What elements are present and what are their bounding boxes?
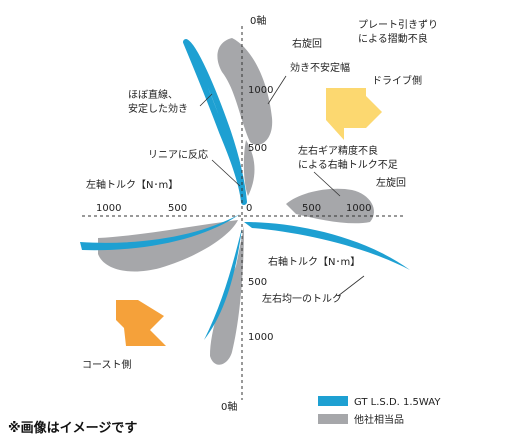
linear-response-label: リニアに反応	[148, 148, 208, 161]
legend-label-gt: GT L.S.D. 1.5WAY	[354, 397, 441, 408]
other-left-lobe	[98, 220, 238, 272]
tick-500-down: 500	[248, 277, 267, 288]
equal-torque-label: 左右均一のトルク	[262, 292, 342, 305]
tick-0: 0	[246, 203, 252, 214]
tick-1000-left: 1000	[96, 203, 121, 214]
straight-line1: ほぼ直線、	[128, 88, 178, 101]
gear-line2: による右軸トルク不足	[298, 158, 398, 171]
image-note: ※画像はイメージです	[8, 420, 137, 436]
drive-arrow	[326, 88, 382, 140]
straight-leader	[199, 93, 213, 107]
legend: GT L.S.D. 1.5WAY 他社相当品	[318, 396, 441, 426]
axis-bottom-label: 0軸	[221, 400, 237, 413]
tick-1000-down: 1000	[248, 332, 273, 343]
unstable-width-leader	[267, 75, 287, 105]
plate-slip-line2: による摺動不良	[358, 32, 428, 45]
tick-1000-up: 1000	[248, 85, 273, 96]
straight-line2: 安定した効き	[128, 102, 188, 115]
legend-label-other: 他社相当品	[354, 413, 404, 426]
other-upper-stem	[243, 140, 255, 196]
gt-lower-curve	[244, 222, 410, 270]
turn-left-label: 左旋回	[376, 176, 406, 189]
gear-leader	[313, 171, 341, 197]
coast-side-label: コースト側	[82, 358, 132, 371]
equal-torque-leader	[337, 275, 365, 297]
other-upper-left-lobe	[217, 38, 273, 145]
gt-upper-curve	[183, 39, 247, 205]
tick-500-up: 500	[248, 143, 267, 154]
gear-line1: 左右ギア精度不良	[298, 144, 378, 157]
left-axis-label: 左軸トルク【N･m】	[86, 178, 178, 191]
legend-swatch-other	[318, 414, 348, 424]
drive-side-label: ドライブ側	[372, 74, 422, 87]
tick-1000-right: 1000	[346, 203, 371, 214]
gt-left-curve	[80, 214, 240, 251]
other-right-lobe	[286, 188, 374, 224]
axis-top-label: 0軸	[250, 14, 266, 27]
tick-500-right: 500	[302, 203, 321, 214]
plate-slip-line1: プレート引きずり	[358, 19, 438, 31]
linear-leader	[211, 159, 241, 187]
unstable-width-label: 効き不安定幅	[290, 61, 350, 74]
gt-lsd-curves	[80, 39, 410, 340]
turn-right-label: 右旋回	[292, 37, 322, 50]
right-axis-label: 右軸トルク【N･m】	[268, 255, 360, 268]
tick-500-left: 500	[168, 203, 187, 214]
legend-swatch-gt	[318, 396, 348, 406]
coast-arrow	[116, 300, 166, 346]
